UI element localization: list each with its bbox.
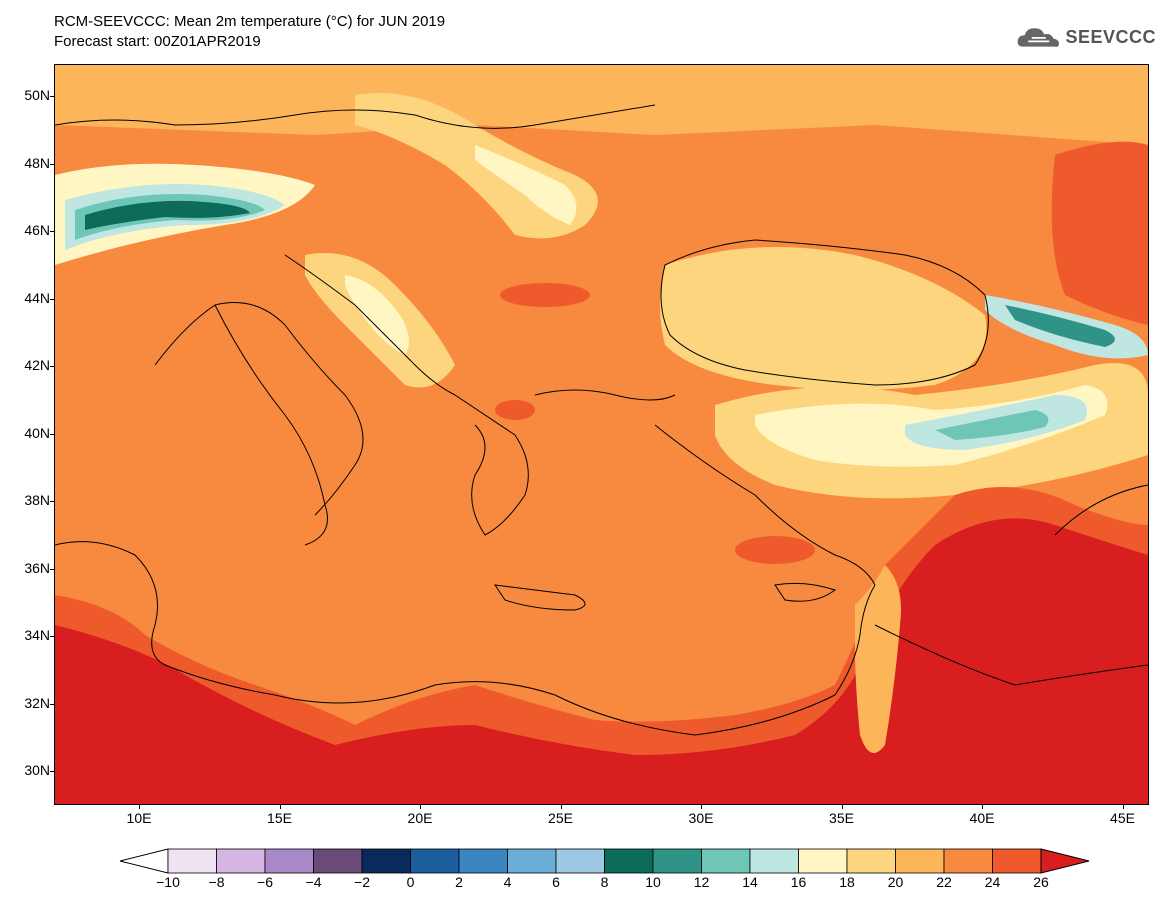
colorbar-tick-label: 24 [984, 874, 1001, 890]
lat-tick [50, 771, 55, 772]
lat-tick-label: 42N [24, 357, 50, 373]
colorbar [119, 848, 1090, 874]
lat-tick-label: 48N [24, 154, 50, 171]
colorbar-swatch [410, 848, 460, 874]
colorbar-tick-label: 20 [887, 874, 904, 890]
lon-tick-label: 25E [548, 810, 573, 826]
lat-tick-label: 30N [24, 762, 50, 778]
lat-tick [50, 433, 55, 435]
colorbar-tick-label: −6 [257, 874, 273, 890]
lon-tick [841, 804, 843, 809]
lat-tick-label: 50N [24, 87, 50, 103]
lat-tick-label: 38N [24, 492, 50, 508]
colorbar-swatch [652, 848, 702, 874]
colorbar-swatch [604, 848, 654, 874]
colorbar-tick-label: 8 [600, 874, 609, 890]
lat-tick [50, 366, 55, 367]
lat-tick [50, 703, 55, 705]
colorbar-swatch [846, 848, 896, 874]
lon-tick [420, 804, 421, 809]
colorbar-swatch [507, 848, 557, 874]
temperature-map [54, 64, 1149, 805]
colorbar-tick-label: 6 [552, 874, 560, 890]
lat-tick [50, 568, 55, 570]
map-title: RCM-SEEVCCC: Mean 2m temperature (°C) fo… [54, 13, 446, 30]
lon-tick-label: 30E [688, 810, 714, 826]
lon-tick [279, 804, 281, 809]
lon-tick-label: 45E [1110, 810, 1135, 826]
colorbar-swatch [895, 848, 945, 874]
colorbar-swatch [749, 848, 799, 874]
temperature-field [55, 65, 1148, 804]
lon-tick [701, 804, 702, 809]
lat-tick-label: 32N [24, 694, 50, 711]
colorbar-swatch [555, 848, 605, 874]
colorbar-tick-label: −4 [305, 874, 322, 890]
lon-tick [982, 804, 983, 809]
lon-tick-label: 20E [407, 810, 433, 826]
lat-tick [50, 501, 55, 502]
lat-tick-label: 36N [24, 559, 50, 576]
colorbar-swatch [167, 848, 217, 874]
colorbar-tick-label: 18 [839, 874, 855, 890]
colorbar-swatch [458, 848, 508, 874]
colorbar-tick-label: 26 [1033, 874, 1049, 890]
colorbar-tick-label: 12 [693, 874, 710, 890]
colorbar-arrow-low [119, 848, 169, 874]
lat-tick [50, 231, 55, 232]
lon-tick-label: 40E [969, 810, 995, 826]
lat-tick-label: 46N [24, 222, 50, 238]
colorbar-swatch [798, 848, 848, 874]
lat-tick-label: 34N [24, 627, 50, 643]
colorbar-swatch [361, 848, 411, 874]
colorbar-tick-label: 22 [936, 874, 952, 890]
colorbar-swatch [264, 848, 314, 874]
colorbar-tick-label: −2 [354, 874, 370, 890]
lon-tick-label: 35E [829, 810, 854, 826]
lat-tick [50, 96, 55, 97]
colorbar-tick-label: 0 [406, 874, 415, 890]
colorbar-swatch [992, 848, 1042, 874]
lat-tick-label: 44N [24, 289, 50, 306]
logo-text: SEEVCCC [1065, 26, 1156, 47]
colorbar-swatch [943, 848, 993, 874]
lat-tick [50, 298, 55, 300]
lat-tick [50, 163, 55, 165]
colorbar-tick-label: 14 [742, 874, 758, 890]
lon-tick-label: 10E [126, 810, 152, 826]
lon-tick [560, 804, 562, 809]
colorbar-tick-label: 10 [645, 874, 661, 890]
lon-tick [139, 804, 140, 809]
colorbar-tick-label: 2 [455, 874, 463, 890]
cloud-icon [1017, 28, 1059, 47]
seevccc-logo: SEEVCCC [1016, 20, 1156, 54]
lon-tick-label: 15E [267, 810, 292, 826]
colorbar-tick-label: −8 [208, 874, 225, 890]
lat-tick-label: 40N [24, 424, 50, 441]
colorbar-swatch [701, 848, 751, 874]
lon-tick [1122, 804, 1124, 809]
colorbar-arrow-high [1040, 848, 1090, 874]
colorbar-swatch [216, 848, 266, 874]
lat-tick [50, 636, 55, 637]
colorbar-tick-label: 16 [790, 874, 807, 890]
colorbar-tick-label: 4 [503, 874, 512, 890]
colorbar-swatch [313, 848, 363, 874]
title-block: RCM-SEEVCCC: Mean 2m temperature (°C) fo… [54, 12, 445, 52]
forecast-start-label: Forecast start: 00Z01APR2019 [54, 33, 261, 50]
colorbar-tick-label: −10 [156, 874, 180, 890]
